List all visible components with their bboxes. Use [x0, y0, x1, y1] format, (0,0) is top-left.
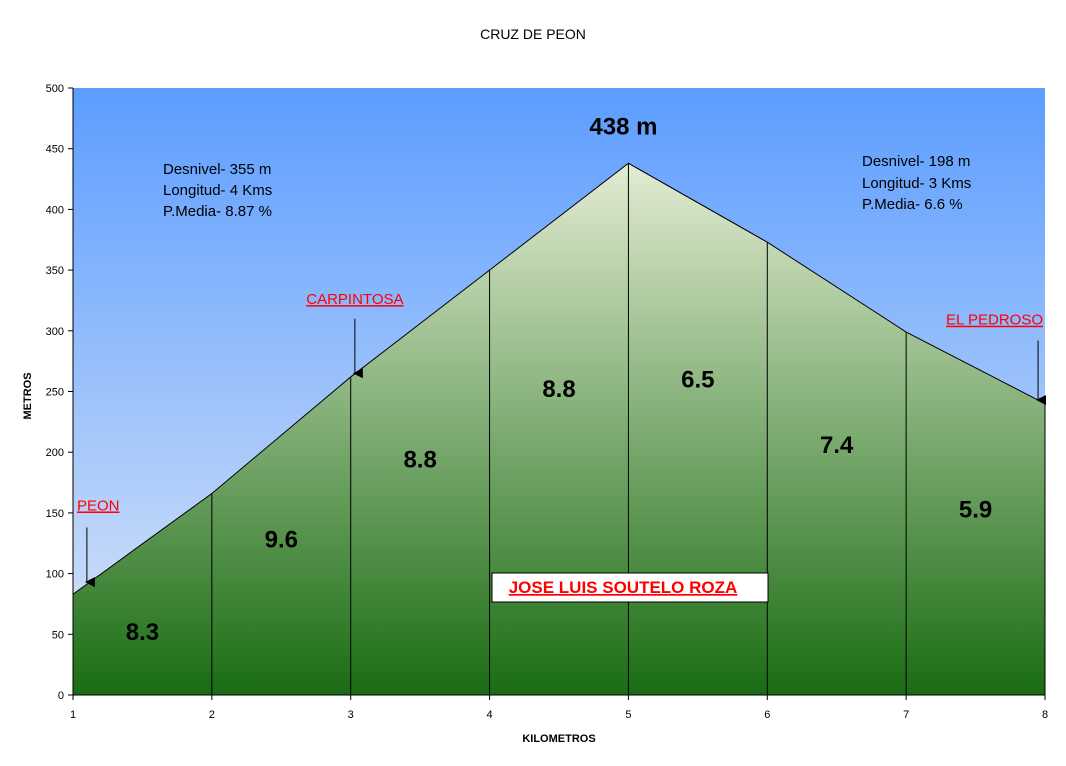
x-axis-title: KILOMETROS: [522, 733, 595, 745]
y-tick-label: 0: [58, 690, 64, 702]
climb-stat-line: Desnivel- 198 m: [862, 153, 970, 170]
y-tick-label: 150: [46, 508, 64, 520]
climb-stat-line: Desnivel- 355 m: [163, 161, 271, 178]
place-label: PEON: [77, 497, 120, 514]
y-tick-label: 200: [46, 447, 64, 459]
y-tick-label: 350: [46, 265, 64, 277]
x-tick-label: 8: [1042, 709, 1048, 721]
climb-stats-left: Desnivel- 355 m Longitud- 4 Kms P.Media-…: [163, 161, 272, 220]
x-tick-label: 1: [70, 709, 76, 721]
segment-grade-label: 8.8: [403, 446, 436, 473]
y-tick-label: 500: [46, 83, 64, 95]
credit-box: JOSE LUIS SOUTELO ROZA: [491, 572, 769, 603]
place-marker: PEON: [77, 497, 120, 588]
segment-grade-label: 5.9: [959, 496, 992, 523]
climb-stat-line: P.Media- 8.87 %: [163, 203, 272, 220]
elevation-area: [73, 163, 1045, 695]
chart-title: CRUZ DE PEON: [480, 26, 586, 42]
place-label: CARPINTOSA: [306, 291, 403, 308]
x-tick-label: 7: [903, 709, 909, 721]
segment-grade-label: 8.3: [126, 619, 159, 646]
y-tick-label: 450: [46, 144, 64, 156]
segment-grade-label: 8.8: [542, 376, 575, 403]
climb-stat-line: Longitud- 4 Kms: [163, 182, 272, 199]
x-tick-label: 3: [348, 709, 354, 721]
segment-grade-label: 9.6: [265, 527, 298, 554]
elevation-profile-line: [72, 162, 1046, 595]
climb-stat-line: Longitud- 3 Kms: [862, 175, 971, 192]
credit-box-background: [491, 572, 769, 603]
credit-label: JOSE LUIS SOUTELO ROZA: [509, 578, 738, 597]
x-tick-label: 4: [487, 709, 493, 721]
segment-grade-label: 7.4: [820, 432, 854, 459]
place-marker: EL PEDROSO: [946, 312, 1047, 405]
place-marker: CARPINTOSA: [306, 291, 404, 379]
x-tick-label: 6: [764, 709, 770, 721]
climb-stat-line: P.Media- 6.6 %: [862, 196, 963, 213]
y-tick-label: 50: [52, 629, 64, 641]
x-tick-label: 2: [209, 709, 215, 721]
y-tick-label: 400: [46, 204, 64, 216]
peak-elevation-label: 438 m: [589, 113, 657, 140]
y-tick-label: 100: [46, 569, 64, 581]
y-axis-title: METROS: [22, 372, 34, 419]
y-tick-label: 250: [46, 387, 64, 399]
place-label: EL PEDROSO: [946, 312, 1043, 329]
x-tick-label: 5: [625, 709, 631, 721]
climb-stats-right: Desnivel- 198 m Longitud- 3 Kms P.Media-…: [862, 153, 971, 213]
y-tick-label: 300: [46, 326, 64, 338]
segment-grade-label: 6.5: [681, 366, 714, 393]
